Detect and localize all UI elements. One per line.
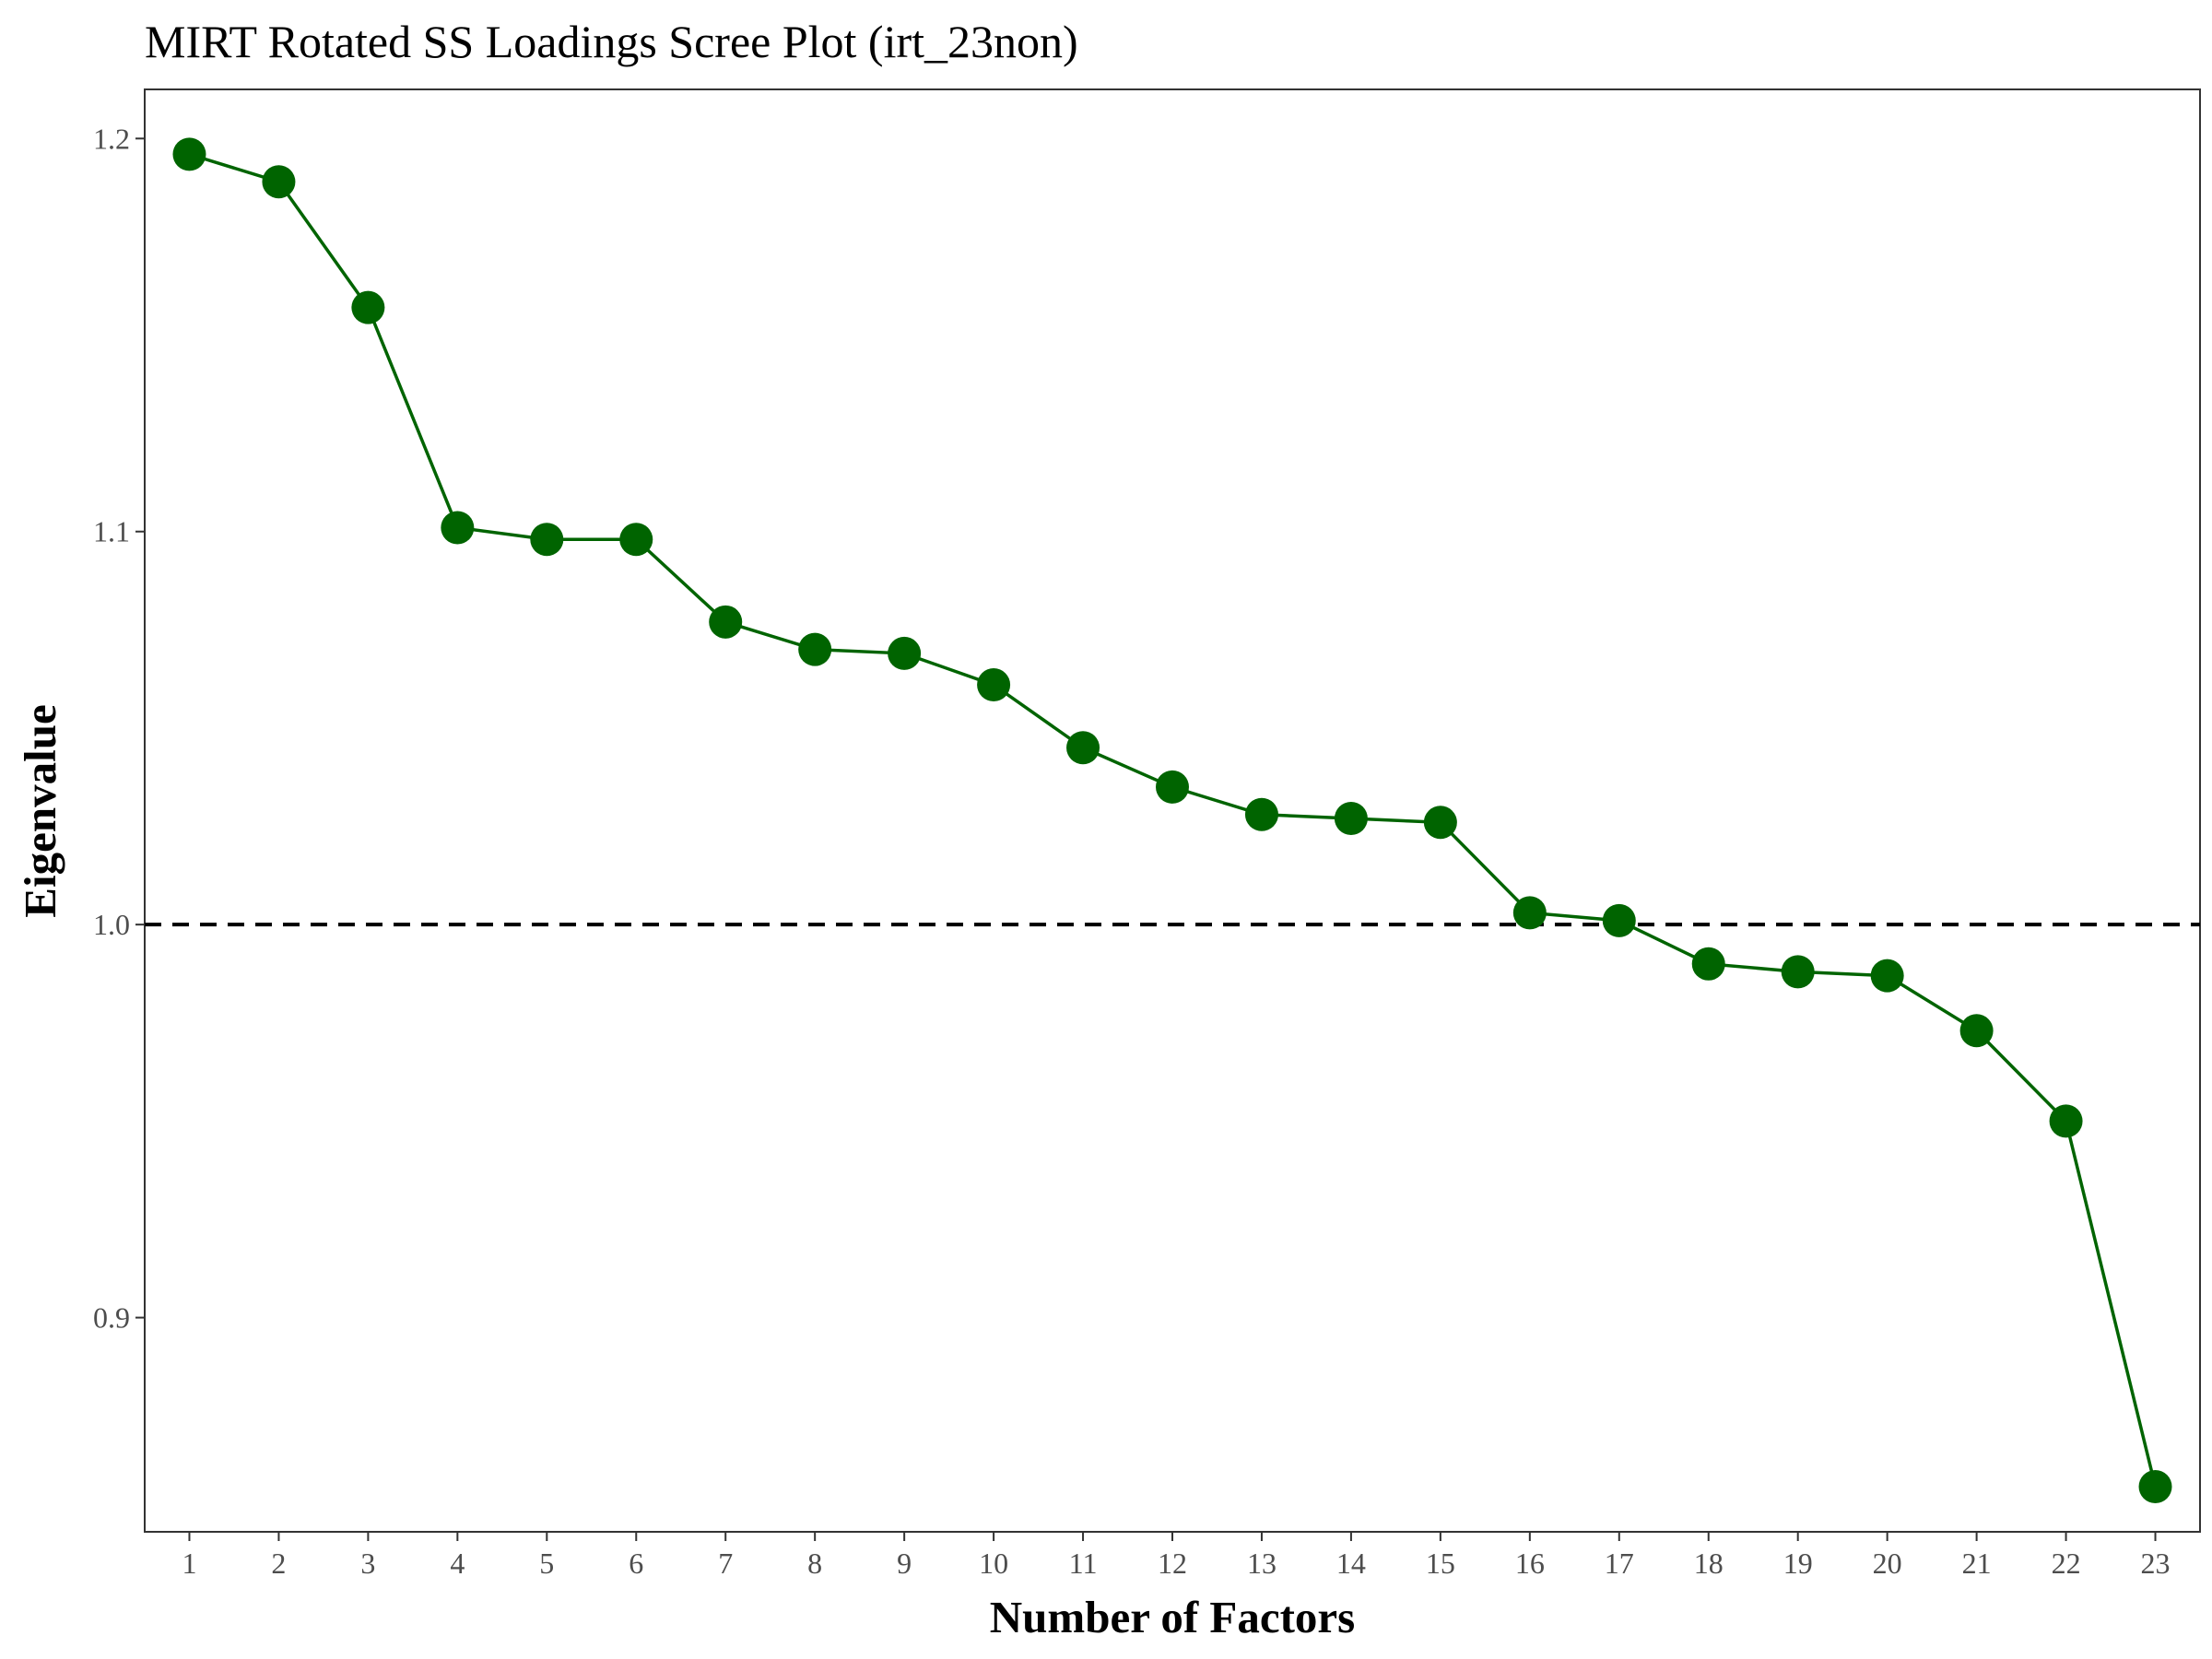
- x-tick-label: 23: [2141, 1547, 2171, 1580]
- data-point: [888, 636, 922, 670]
- x-tick-label: 10: [979, 1547, 1008, 1580]
- data-point: [441, 511, 475, 545]
- x-tick-label: 20: [1873, 1547, 1902, 1580]
- data-point: [1602, 903, 1636, 937]
- x-tick-label: 2: [271, 1547, 286, 1580]
- x-tick-label: 11: [1069, 1547, 1098, 1580]
- x-tick-label: 12: [1158, 1547, 1187, 1580]
- data-point: [1870, 959, 1904, 993]
- x-tick-label: 15: [1426, 1547, 1455, 1580]
- data-point: [1156, 770, 1189, 804]
- x-tick-label: 13: [1247, 1547, 1277, 1580]
- x-tick-label: 17: [1605, 1547, 1634, 1580]
- data-point: [709, 605, 743, 639]
- data-point: [619, 523, 653, 557]
- data-point: [1334, 802, 1368, 836]
- y-tick-label: 0.9: [93, 1301, 130, 1335]
- plot-panel: [144, 88, 2201, 1533]
- y-tick-label: 1.0: [93, 908, 130, 941]
- x-tick-label: 4: [450, 1547, 465, 1580]
- data-point: [172, 137, 206, 171]
- y-axis: 0.9 1.0 1.1 1.2: [93, 122, 145, 1335]
- x-tick-label: 1: [182, 1547, 196, 1580]
- data-point: [2138, 1469, 2172, 1503]
- data-point: [1244, 797, 1278, 831]
- data-point: [1959, 1014, 1994, 1048]
- data-point: [2049, 1104, 2083, 1138]
- x-tick-label: 3: [360, 1547, 375, 1580]
- data-point: [798, 632, 832, 666]
- x-tick-label: 7: [718, 1547, 733, 1580]
- x-tick-label: 18: [1694, 1547, 1724, 1580]
- y-tick-label: 1.2: [93, 122, 130, 155]
- data-point: [1066, 731, 1100, 765]
- x-axis: 1 2 3 4 5 6 7 8 9 10 11 12 13 14 15 16 17 18 19 20 21 22 23: [182, 1532, 2171, 1580]
- x-axis-title: Number of Factors: [990, 1592, 1355, 1642]
- data-point: [1512, 896, 1547, 930]
- x-tick-label: 16: [1515, 1547, 1545, 1580]
- data-point: [530, 523, 564, 557]
- data-point: [351, 290, 385, 324]
- y-axis-title: Eigenvalue: [15, 704, 65, 917]
- x-tick-label: 9: [897, 1547, 912, 1580]
- chart-title: MIRT Rotated SS Loadings Scree Plot (irt…: [145, 16, 1078, 67]
- x-tick-label: 19: [1783, 1547, 1813, 1580]
- data-point: [1423, 806, 1457, 840]
- x-tick-label: 22: [2052, 1547, 2081, 1580]
- x-tick-label: 6: [629, 1547, 643, 1580]
- x-tick-label: 21: [1962, 1547, 1992, 1580]
- data-point: [1691, 947, 1725, 981]
- data-points-layer: [172, 137, 2172, 1503]
- x-tick-label: 5: [539, 1547, 554, 1580]
- x-tick-label: 14: [1336, 1547, 1366, 1580]
- data-point: [977, 668, 1011, 702]
- data-point: [262, 165, 296, 199]
- y-tick-label: 1.1: [93, 515, 130, 548]
- data-point: [1781, 955, 1815, 989]
- x-tick-label: 8: [807, 1547, 822, 1580]
